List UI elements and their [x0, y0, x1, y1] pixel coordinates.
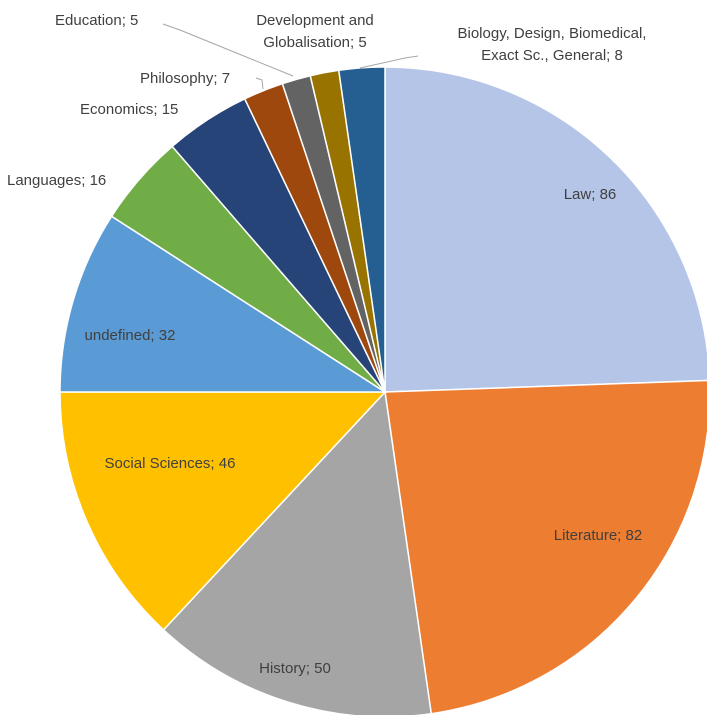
- pie-slice-law: [384, 66, 707, 393]
- slice-label: Development and Globalisation; 5: [256, 12, 374, 51]
- pie-slices: [59, 66, 707, 715]
- slice-label: Philosophy; 7: [140, 70, 230, 87]
- slice-label: Education; 5: [55, 12, 138, 29]
- leader-line: [359, 55, 419, 69]
- slice-label: Languages; 16: [7, 172, 106, 189]
- leader-line: [255, 77, 264, 90]
- slice-label: Social Sciences; 46: [105, 455, 236, 472]
- leader-line: [162, 23, 294, 77]
- slice-label: Biology, Design, Biomedical, Exact Sc., G…: [458, 25, 647, 64]
- slice-label: History; 50: [259, 660, 331, 677]
- slice-label: Economics; 15: [80, 101, 178, 118]
- pie-slice-social-sciences: [59, 391, 387, 631]
- leader-lines: [162, 23, 419, 90]
- slice-labels: Law; 86 Literature; 82 History; 50 Social S…: [7, 12, 646, 677]
- pie-slice-history: [162, 390, 433, 715]
- pie-slice-literature: [384, 379, 707, 715]
- pie-slice-undefined: [59, 215, 388, 393]
- slice-label: Literature; 82: [554, 527, 642, 544]
- slice-label: Law; 86: [564, 186, 617, 203]
- slice-label: undefined; 32: [85, 327, 176, 344]
